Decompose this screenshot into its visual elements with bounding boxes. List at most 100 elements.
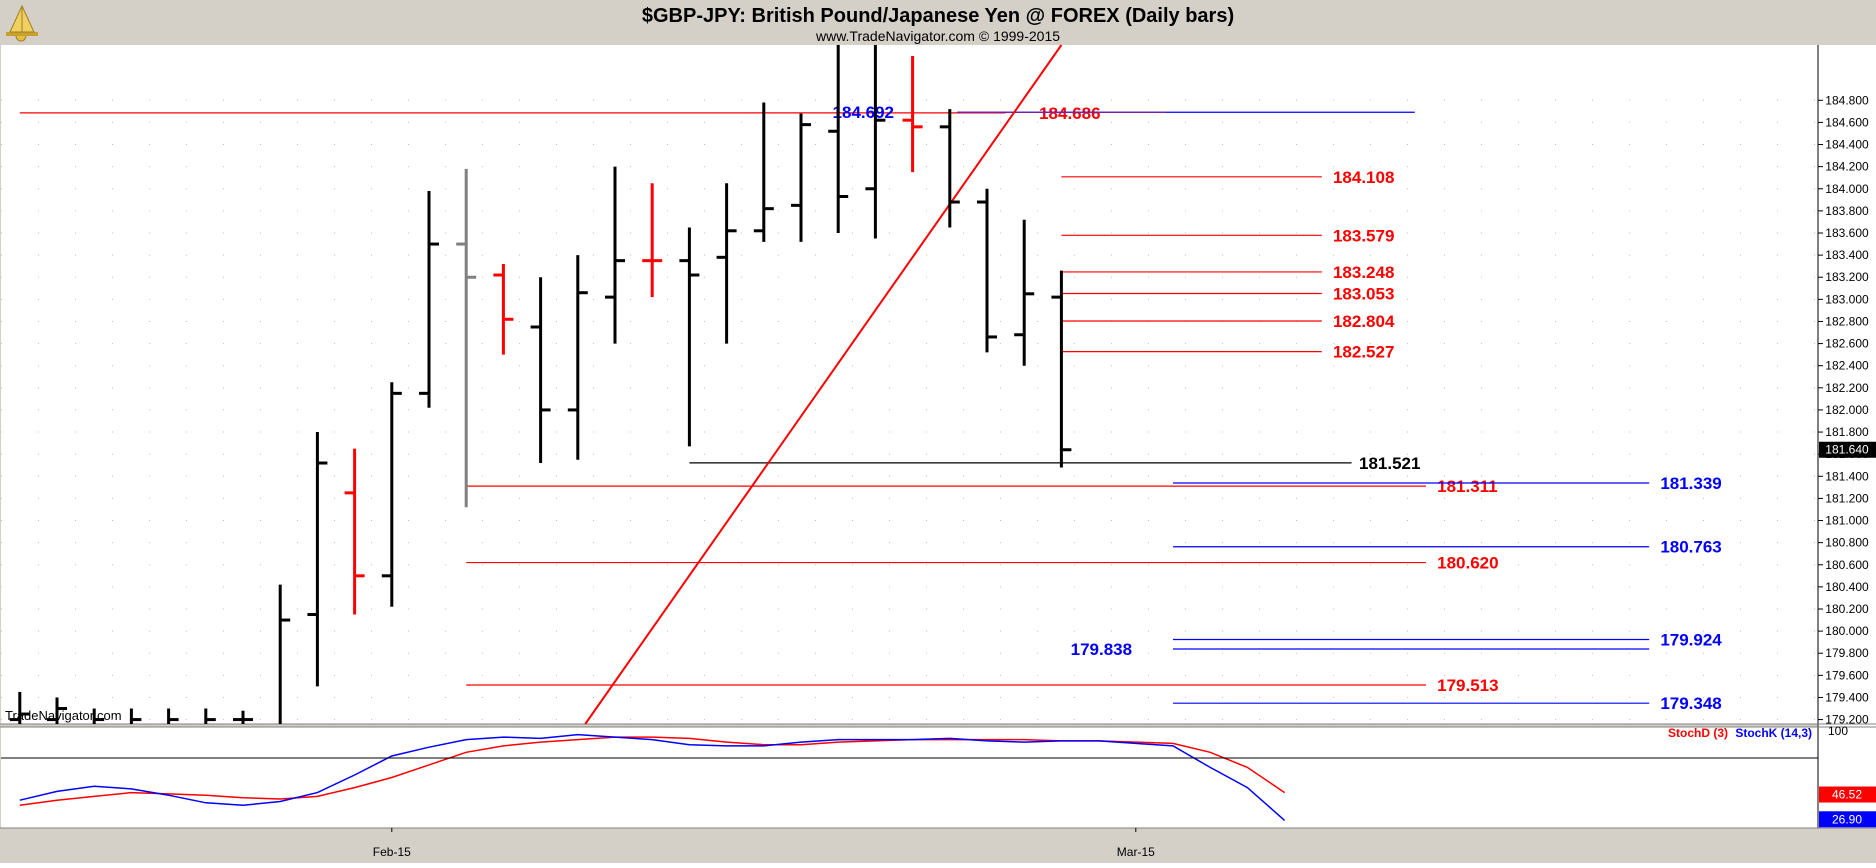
price-levels: 184.686 184.692 184.108 183.579 183.248 183.0… <box>19 103 1722 713</box>
watermark-text: TradeNavigator.com <box>5 708 122 723</box>
ohlc-bar <box>753 102 774 242</box>
stochd-legend: StochD (3) <box>1668 726 1728 740</box>
stochastic-panel: 46.52 26.90 <box>19 733 1876 828</box>
ohlc-bar <box>9 691 30 724</box>
ohlc-bar <box>47 697 67 724</box>
level-label: 179.924 <box>1660 631 1722 650</box>
ohlc-bar <box>456 168 477 508</box>
ohlc-bar <box>828 45 849 233</box>
price-tick-label: 180.800 <box>1825 536 1869 550</box>
price-tick-label: 182.800 <box>1825 314 1869 328</box>
ohlc-bar <box>716 183 737 344</box>
ohlc-bar <box>567 255 588 460</box>
last-price-label: 181.640 <box>1825 443 1869 457</box>
trade-navigator-logo-icon <box>6 4 38 42</box>
ohlc-bar <box>605 166 625 344</box>
level-label: 184.108 <box>1333 168 1394 187</box>
price-tick-label: 180.600 <box>1825 558 1869 572</box>
ohlc-bar <box>791 113 811 242</box>
level-label: 184.692 <box>833 103 894 122</box>
price-tick-label: 179.800 <box>1825 646 1869 660</box>
price-tick-label: 184.400 <box>1825 138 1869 152</box>
date-tick-label: Feb-15 <box>373 845 411 859</box>
price-axis-ticks: 184.800 184.600 184.400 184.200 184.000 183.8… <box>1818 93 1876 727</box>
price-tick-label: 183.000 <box>1825 292 1869 306</box>
price-tick-label: 181.400 <box>1825 469 1869 483</box>
level-label: 181.339 <box>1660 474 1721 493</box>
price-tick-label: 182.000 <box>1825 403 1869 417</box>
level-label: 182.527 <box>1333 343 1394 362</box>
chart-title: $GBP-JPY: British Pound/Japanese Yen @ F… <box>642 5 1234 27</box>
level-label: 181.311 <box>1437 477 1498 496</box>
level-label: 184.686 <box>1039 104 1100 123</box>
level-label: 179.513 <box>1437 676 1498 695</box>
price-tick-label: 180.000 <box>1825 624 1869 638</box>
level-label: 183.248 <box>1333 263 1394 282</box>
price-tick-label: 184.200 <box>1825 160 1869 174</box>
ohlc-bar <box>307 432 328 687</box>
price-tick-label: 181.000 <box>1825 514 1869 528</box>
level-label: 182.804 <box>1333 312 1395 331</box>
trendline-segment <box>584 44 1063 725</box>
level-label: 179.348 <box>1660 694 1721 713</box>
price-tick-label: 179.400 <box>1825 690 1869 704</box>
level-label: 179.838 <box>1071 640 1132 659</box>
price-tick-label: 182.400 <box>1825 359 1869 373</box>
ohlc-bar <box>493 263 514 355</box>
price-tick-label: 181.800 <box>1825 425 1869 439</box>
date-axis: Feb-15 Mar-15 <box>373 828 1155 859</box>
ohlc-bar <box>419 190 439 408</box>
ohlc-bar <box>679 227 700 447</box>
last-price-badge <box>1819 441 1876 458</box>
level-label: 183.579 <box>1333 226 1394 245</box>
level-label: 181.521 <box>1359 454 1420 473</box>
ohlc-bar <box>129 708 142 724</box>
ohlc-bar <box>977 188 997 353</box>
ohlc-bar <box>530 277 551 464</box>
ohlc-bar <box>642 183 663 298</box>
main-plot-area <box>1 45 1818 724</box>
price-tick-label: 179.200 <box>1825 713 1869 727</box>
trendline <box>584 44 1063 725</box>
price-tick-label: 184.000 <box>1825 182 1869 196</box>
price-tick-label: 180.400 <box>1825 580 1869 594</box>
ohlc-bar <box>233 710 253 724</box>
price-tick-label: 182.200 <box>1825 381 1869 395</box>
price-tick-label: 184.600 <box>1825 115 1869 129</box>
price-tick-label: 183.200 <box>1825 270 1869 284</box>
ohlc-bar <box>204 708 216 724</box>
stoch-value-badge <box>1819 811 1876 828</box>
stoch-tick-100: 100 <box>1828 724 1848 738</box>
stoch-value-label: 26.90 <box>1832 812 1862 826</box>
ohlc-bar <box>1051 270 1072 468</box>
ohlc-bar <box>1014 219 1035 366</box>
level-label: 183.053 <box>1333 284 1394 303</box>
ohlc-bar <box>167 708 179 724</box>
ohlc-bar <box>344 448 365 615</box>
ohlc-bar <box>902 56 923 173</box>
chart-subtitle: www.TradeNavigator.com © 1999-2015 <box>815 28 1060 44</box>
ohlc-bar <box>278 584 291 724</box>
stoch-value-label: 46.52 <box>1832 788 1862 802</box>
price-tick-label: 183.800 <box>1825 204 1869 218</box>
level-label: 180.620 <box>1437 554 1498 573</box>
ohlc-bar <box>939 109 960 228</box>
ohlc-bars <box>9 45 1072 724</box>
ohlc-bar <box>865 45 886 239</box>
price-axis <box>1818 45 1876 828</box>
price-tick-label: 180.200 <box>1825 602 1869 616</box>
price-tick-label: 179.600 <box>1825 668 1869 682</box>
date-tick-label: Mar-15 <box>1117 845 1155 859</box>
ohlc-bar <box>381 382 402 607</box>
price-tick-label: 181.200 <box>1825 491 1869 505</box>
level-label: 180.763 <box>1660 538 1721 557</box>
price-tick-label: 184.800 <box>1825 93 1869 107</box>
stoch-value-badge <box>1819 786 1876 803</box>
stochk-line <box>19 733 1286 821</box>
price-tick-label: 183.400 <box>1825 248 1869 262</box>
stoch-plot-area <box>1 727 1818 828</box>
price-tick-label: 182.600 <box>1825 337 1869 351</box>
stochk-legend: StochK (14,3) <box>1735 726 1812 740</box>
price-tick-label: 183.600 <box>1825 226 1869 240</box>
